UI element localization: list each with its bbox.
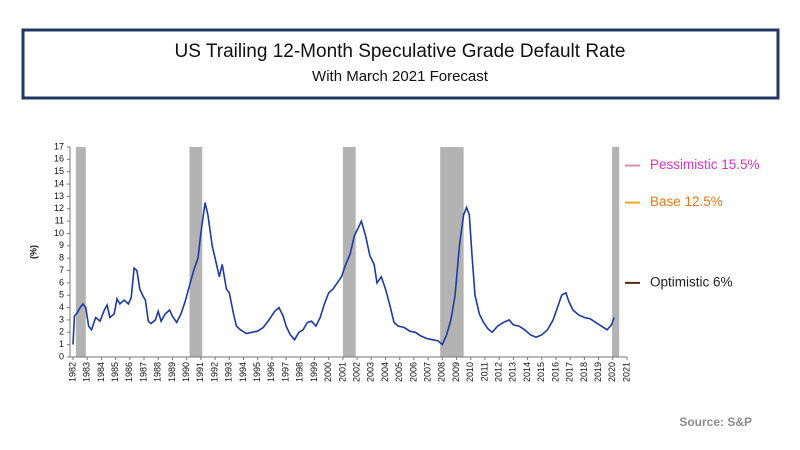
- x-tick-label: 1995: [252, 362, 262, 382]
- y-tick-label: 12: [54, 203, 64, 213]
- x-tick-label: 2016: [550, 362, 560, 382]
- y-tick-label: 2: [59, 327, 64, 337]
- x-tick-label: 1999: [309, 362, 319, 382]
- x-tick-label: 1991: [195, 362, 205, 382]
- x-tick-label: 1986: [124, 362, 134, 382]
- recession-shade: [342, 147, 356, 357]
- source-note: Source: S&P: [679, 415, 752, 429]
- recession-shade: [189, 147, 203, 357]
- x-tick-label: 1982: [67, 362, 77, 382]
- y-tick-label: 7: [59, 265, 64, 275]
- x-tick-label: 2010: [465, 362, 475, 382]
- x-tick-label: 1992: [209, 362, 219, 382]
- chart-subtitle: With March 2021 Forecast: [312, 68, 489, 85]
- x-tick-label: 1990: [181, 362, 191, 382]
- x-tick-label: 1989: [167, 362, 177, 382]
- x-tick-label: 1997: [280, 362, 290, 382]
- x-tick-label: 2019: [593, 362, 603, 382]
- x-tick-label: 2012: [494, 362, 504, 382]
- x-tick-label: 1996: [266, 362, 276, 382]
- y-tick-label: 4: [59, 302, 64, 312]
- x-tick-label: 2011: [479, 362, 489, 381]
- x-tick-label: 2000: [323, 362, 333, 382]
- x-tick-label: 1994: [238, 362, 248, 382]
- x-tick-label: 1987: [138, 362, 148, 382]
- y-tick-label: 5: [59, 290, 64, 300]
- y-tick-label: 10: [54, 228, 64, 238]
- x-tick-label: 1988: [153, 362, 163, 382]
- y-tick-label: 11: [55, 215, 64, 225]
- recession-shade: [440, 147, 464, 357]
- x-tick-label: 1998: [295, 362, 305, 382]
- x-tick-label: 2008: [437, 362, 447, 382]
- data-line: [72, 202, 615, 346]
- recession-shade: [612, 147, 620, 357]
- x-tick-label: 2006: [408, 362, 418, 382]
- x-tick-label: 2017: [565, 362, 575, 382]
- x-tick-label: 2004: [380, 362, 390, 382]
- x-tick-label: 2013: [508, 362, 518, 382]
- forecast-label: Pessimistic 15.5%: [650, 157, 760, 172]
- x-tick-label: 1993: [224, 362, 234, 382]
- y-tick-label: 8: [59, 253, 64, 263]
- forecast-label: Base 12.5%: [650, 194, 723, 209]
- x-tick-label: 2015: [536, 362, 546, 382]
- y-tick-label: 13: [54, 191, 64, 201]
- title-box: [21, 28, 780, 100]
- y-tick-label: 17: [54, 141, 64, 151]
- x-tick-label: 2002: [351, 362, 361, 382]
- y-tick-label: 6: [59, 277, 64, 287]
- x-tick-label: 2003: [366, 362, 376, 382]
- x-tick-label: 2021: [621, 362, 631, 382]
- y-tick-label: 3: [59, 314, 64, 324]
- x-tick-label: 2001: [337, 362, 347, 382]
- x-tick-label: 1984: [96, 362, 106, 382]
- y-axis-label: (%): [28, 245, 38, 259]
- x-tick-label: 2020: [607, 362, 617, 382]
- x-tick-label: 2009: [451, 362, 461, 382]
- x-tick-label: 2007: [423, 362, 433, 382]
- y-tick-label: 9: [59, 240, 64, 250]
- x-tick-label: 1985: [110, 362, 120, 382]
- y-tick-label: 1: [59, 339, 64, 349]
- x-tick-label: 2014: [522, 362, 532, 382]
- y-tick-label: 16: [54, 154, 64, 164]
- x-tick-label: 2005: [394, 362, 404, 382]
- x-tick-label: 1983: [82, 362, 92, 382]
- y-tick-label: 14: [54, 178, 64, 188]
- y-tick-label: 0: [59, 351, 64, 361]
- recession-shade: [75, 147, 86, 357]
- x-tick-label: 2018: [579, 362, 589, 382]
- y-tick-label: 15: [54, 166, 64, 176]
- chart-title: US Trailing 12-Month Speculative Grade D…: [175, 41, 626, 62]
- forecast-label: Optimistic 6%: [650, 274, 733, 289]
